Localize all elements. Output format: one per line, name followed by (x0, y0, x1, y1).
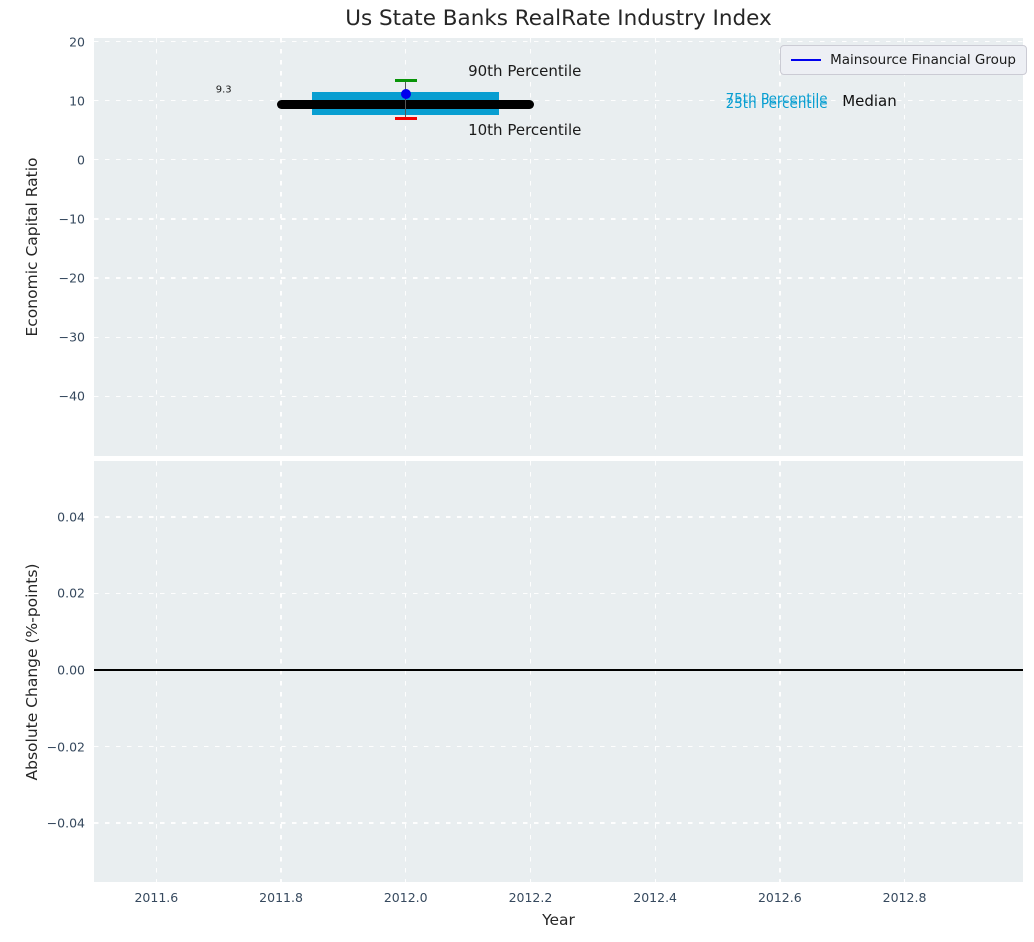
bottom-y-axis-label: Absolute Change (%-points) (23, 563, 41, 780)
gridline-y (94, 516, 1023, 518)
gridline-x (779, 38, 781, 456)
gridline-y (94, 100, 1023, 102)
annotation-9-3: 9.3 (215, 84, 232, 96)
gridline-y (94, 218, 1023, 220)
top-axes: 9.3 90th Percentile 10th Percentile 75th Pe… (94, 38, 1023, 456)
x-tick-label: 2011.8 (259, 890, 303, 905)
p90-cap (394, 79, 417, 83)
gridline-x (280, 461, 282, 882)
y-tick-label: 0.00 (57, 662, 85, 678)
x-tick-label: 2012.4 (633, 890, 678, 905)
whisker-line (404, 80, 407, 119)
annotation-75th-percentile: 75th Percentile (725, 90, 828, 107)
gridline-x (155, 38, 158, 456)
y-tick-label: −30 (58, 329, 85, 345)
legend: Mainsource Financial Group (780, 45, 1027, 75)
x-axis-label: Year (542, 911, 575, 929)
gridline-x (155, 461, 158, 882)
x-tick-label: 2012.2 (508, 890, 553, 905)
legend-label: Mainsource Financial Group (830, 52, 1016, 68)
y-tick-label: −20 (58, 270, 85, 286)
x-tick-label: 2011.6 (134, 890, 179, 905)
gridline-x (405, 38, 407, 456)
bottom-axes (94, 461, 1023, 882)
gridline-y (94, 592, 1023, 595)
gridline-y (94, 336, 1023, 338)
annotation-90th-percentile: 90th Percentile (468, 62, 582, 81)
gridline-y (94, 745, 1023, 748)
top-y-axis-label: Economic Capital Ratio (23, 157, 41, 337)
gridline-x (654, 461, 656, 882)
gridline-x (529, 38, 532, 456)
x-tick-label: 2012.8 (882, 890, 927, 905)
y-tick-label: 20 (69, 34, 85, 50)
x-tick-label: 2012.0 (383, 890, 428, 905)
gridline-y (94, 395, 1023, 397)
annotation-25th-percentile: 25th Percentile (725, 95, 828, 112)
y-tick-label: 0.02 (57, 585, 85, 601)
zero-line (94, 669, 1023, 671)
p10-cap (394, 117, 417, 121)
gridline-x (779, 461, 781, 882)
y-tick-label: −10 (58, 211, 85, 227)
y-tick-label: −40 (58, 388, 85, 404)
gridline-x (903, 38, 906, 456)
annotation-median: Median (842, 92, 897, 111)
gridline-x (529, 461, 532, 882)
chart-title: Us State Banks RealRate Industry Index (345, 6, 772, 31)
gridline-y (94, 159, 1023, 161)
gridline-x (405, 461, 407, 882)
gridline-y (94, 822, 1023, 824)
x-tick-label: 2012.6 (757, 890, 802, 905)
gridline-y (94, 277, 1023, 279)
legend-line-swatch (791, 59, 822, 61)
gridline-x (903, 461, 906, 882)
y-tick-label: 10 (69, 93, 85, 109)
y-tick-label: −0.02 (46, 739, 85, 754)
gridline-y (94, 40, 1023, 43)
y-tick-label: 0.04 (57, 509, 85, 525)
y-tick-label: −0.04 (46, 815, 85, 831)
gridline-x (654, 38, 656, 456)
gridline-x (280, 38, 282, 456)
annotation-10th-percentile: 10th Percentile (468, 121, 582, 140)
company-marker (400, 89, 411, 100)
y-tick-label: 0 (77, 152, 85, 168)
